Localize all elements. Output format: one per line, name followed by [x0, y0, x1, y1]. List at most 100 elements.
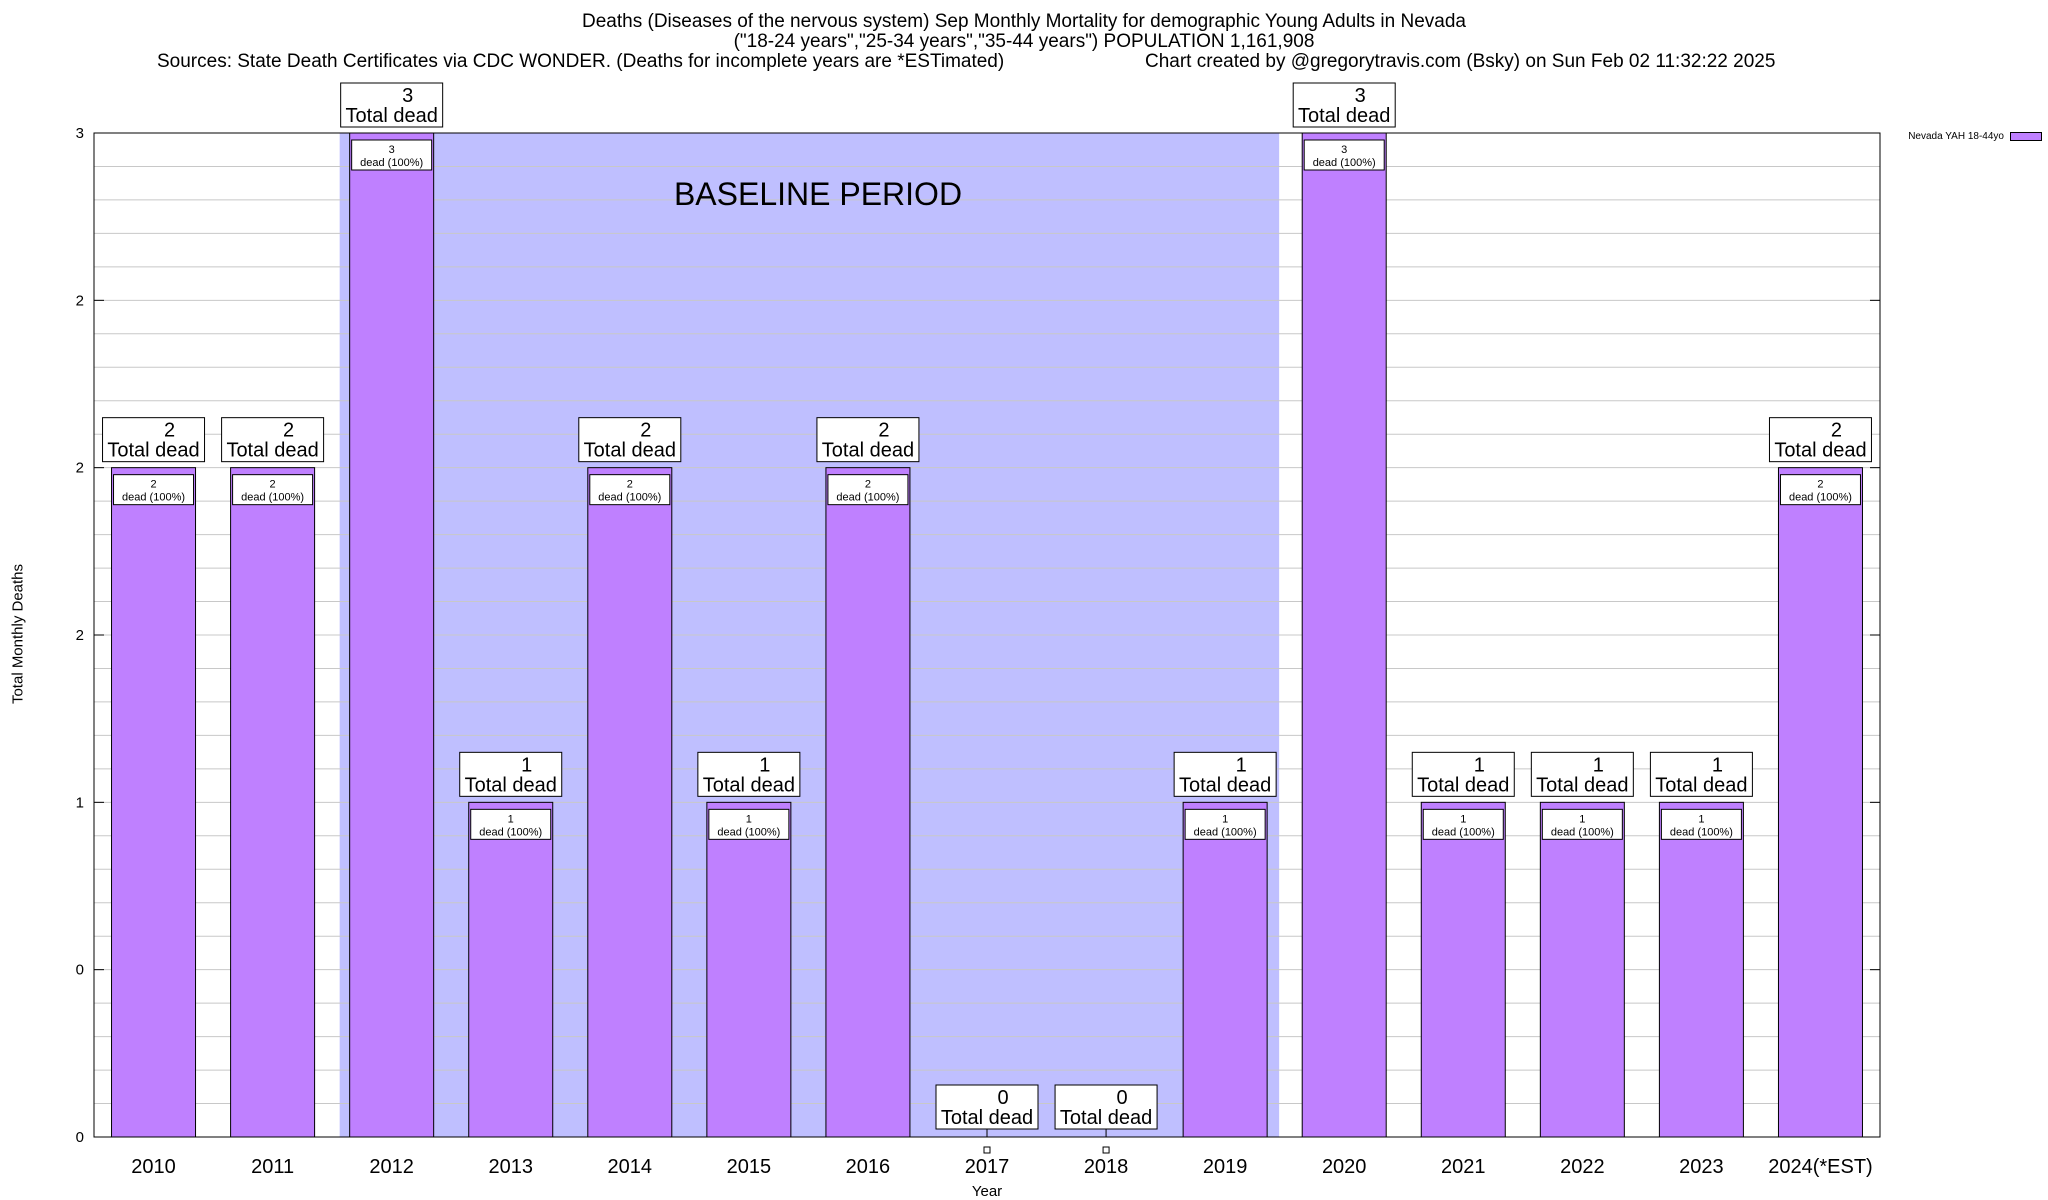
bar-total-label: Total dead — [822, 440, 914, 462]
bar-inner-label: dead (100%) — [1789, 492, 1852, 504]
bar-total-label: Total dead — [1060, 1107, 1152, 1129]
bar-inner-label-box — [1660, 808, 1742, 840]
zero-marker — [983, 1146, 991, 1154]
bar-total-label-box — [935, 1084, 1039, 1130]
x-tick-label: 2014 — [608, 1156, 653, 1178]
bar-total-label: Total dead — [1298, 105, 1390, 127]
bar-inner-label: dead (100%) — [1670, 826, 1733, 838]
bar-total-value: 3 — [402, 85, 413, 107]
bar-inner-label-box — [1541, 808, 1623, 840]
x-tick-label: 2020 — [1322, 1156, 1367, 1178]
bar-inner-value: 1 — [746, 813, 752, 825]
bar-inner-label: dead (100%) — [479, 826, 542, 838]
bar-inner-value: 1 — [1579, 813, 1585, 825]
y-tick-label: 3 — [76, 125, 84, 142]
bar-inner-label: dead (100%) — [836, 492, 899, 504]
bar-inner-label-box — [232, 474, 314, 506]
x-tick-label: 2018 — [1084, 1156, 1129, 1178]
bar-total-value: 2 — [878, 420, 889, 442]
bar-inner-label-box — [827, 474, 909, 506]
bar-inner-value: 3 — [389, 144, 395, 156]
bar-inner-label-box — [1422, 808, 1504, 840]
x-tick-label: 2015 — [727, 1156, 772, 1178]
bar — [230, 467, 316, 1138]
x-tick-label: 2023 — [1679, 1156, 1724, 1178]
bar-total-label: Total dead — [107, 440, 199, 462]
bar-total-value: 0 — [1117, 1087, 1128, 1109]
bar-inner-label: dead (100%) — [1313, 157, 1376, 169]
bar-total-label: Total dead — [1179, 774, 1271, 796]
x-tick-label: 2021 — [1441, 1156, 1486, 1178]
legend-swatch — [2010, 132, 2042, 141]
bar-inner-value: 2 — [270, 479, 276, 491]
bar-inner-label-box — [1184, 808, 1266, 840]
bar-total-label-box — [1768, 417, 1872, 463]
y-tick-label: 2 — [76, 627, 84, 644]
bar-total-value: 1 — [1236, 754, 1247, 776]
bar-total-label: Total dead — [1655, 774, 1747, 796]
bar-total-value: 1 — [759, 754, 770, 776]
bar-inner-label: dead (100%) — [241, 492, 304, 504]
bar-total-value: 1 — [1474, 754, 1485, 776]
bar-total-value: 2 — [640, 420, 651, 442]
bar-inner-value: 2 — [1817, 479, 1823, 491]
bar-total-label-box — [697, 751, 801, 797]
bar-inner-value: 2 — [865, 479, 871, 491]
bar — [1539, 801, 1625, 1138]
y-tick-label: 2 — [76, 292, 84, 309]
bar-total-label: Total dead — [465, 774, 557, 796]
bar-inner-label-box — [470, 808, 552, 840]
bar-total-label: Total dead — [226, 440, 318, 462]
bar-total-label-box — [1173, 751, 1277, 797]
bar-total-label-box — [221, 417, 325, 463]
bar-total-label: Total dead — [941, 1107, 1033, 1129]
bar-total-value: 1 — [1712, 754, 1723, 776]
x-tick-label: 2019 — [1203, 1156, 1248, 1178]
bar-total-label-box — [578, 417, 682, 463]
bar-total-label-box — [816, 417, 920, 463]
bar-total-value: 2 — [164, 420, 175, 442]
bar-inner-value: 1 — [1460, 813, 1466, 825]
bar-inner-label-box — [708, 808, 790, 840]
bar-total-label-box — [1411, 751, 1515, 797]
bar-inner-label-box — [351, 139, 433, 171]
bar-inner-value: 1 — [1222, 813, 1228, 825]
bar-inner-label: dead (100%) — [360, 157, 423, 169]
legend: Nevada YAH 18-44yo — [1908, 131, 2042, 142]
bar-total-label: Total dead — [703, 774, 795, 796]
x-tick-label: 2022 — [1560, 1156, 1605, 1178]
bar-total-label: Total dead — [1417, 774, 1509, 796]
bar — [468, 801, 554, 1138]
bar-total-value: 2 — [283, 420, 294, 442]
bar-inner-label-box — [1779, 474, 1861, 506]
x-tick-label: 2010 — [131, 1156, 176, 1178]
x-tick-label: 2016 — [846, 1156, 891, 1178]
bar-inner-label: dead (100%) — [122, 492, 185, 504]
y-tick-label: 2 — [76, 460, 84, 477]
x-tick-label: 2012 — [369, 1156, 414, 1178]
bar-inner-label: dead (100%) — [1551, 826, 1614, 838]
title-sources: Sources: State Death Certificates via CD… — [157, 51, 1005, 72]
bar-total-label-box — [340, 82, 444, 128]
bar-inner-label: dead (100%) — [1432, 826, 1495, 838]
bar-inner-value: 1 — [1698, 813, 1704, 825]
x-tick-label: 2024(*EST) — [1768, 1156, 1873, 1178]
bar-total-value: 3 — [1355, 85, 1366, 107]
bar-total-label-box — [1649, 751, 1753, 797]
bar-total-value: 1 — [521, 754, 532, 776]
x-axis-label: Year — [971, 1183, 1003, 1200]
bar-inner-label-box — [1303, 139, 1385, 171]
bar-inner-value: 3 — [1341, 144, 1347, 156]
bar — [1301, 132, 1387, 1138]
bar-inner-label: dead (100%) — [1194, 826, 1257, 838]
bar — [1658, 801, 1744, 1138]
bar — [349, 132, 435, 1138]
bar — [706, 801, 792, 1138]
bar-total-label-box — [1292, 82, 1396, 128]
x-tick-label: 2017 — [965, 1156, 1010, 1178]
bar-total-label: Total dead — [1536, 774, 1628, 796]
y-tick-label: 0 — [76, 1129, 84, 1146]
bar-total-label: Total dead — [1774, 440, 1866, 462]
bar-total-label: Total dead — [584, 440, 676, 462]
